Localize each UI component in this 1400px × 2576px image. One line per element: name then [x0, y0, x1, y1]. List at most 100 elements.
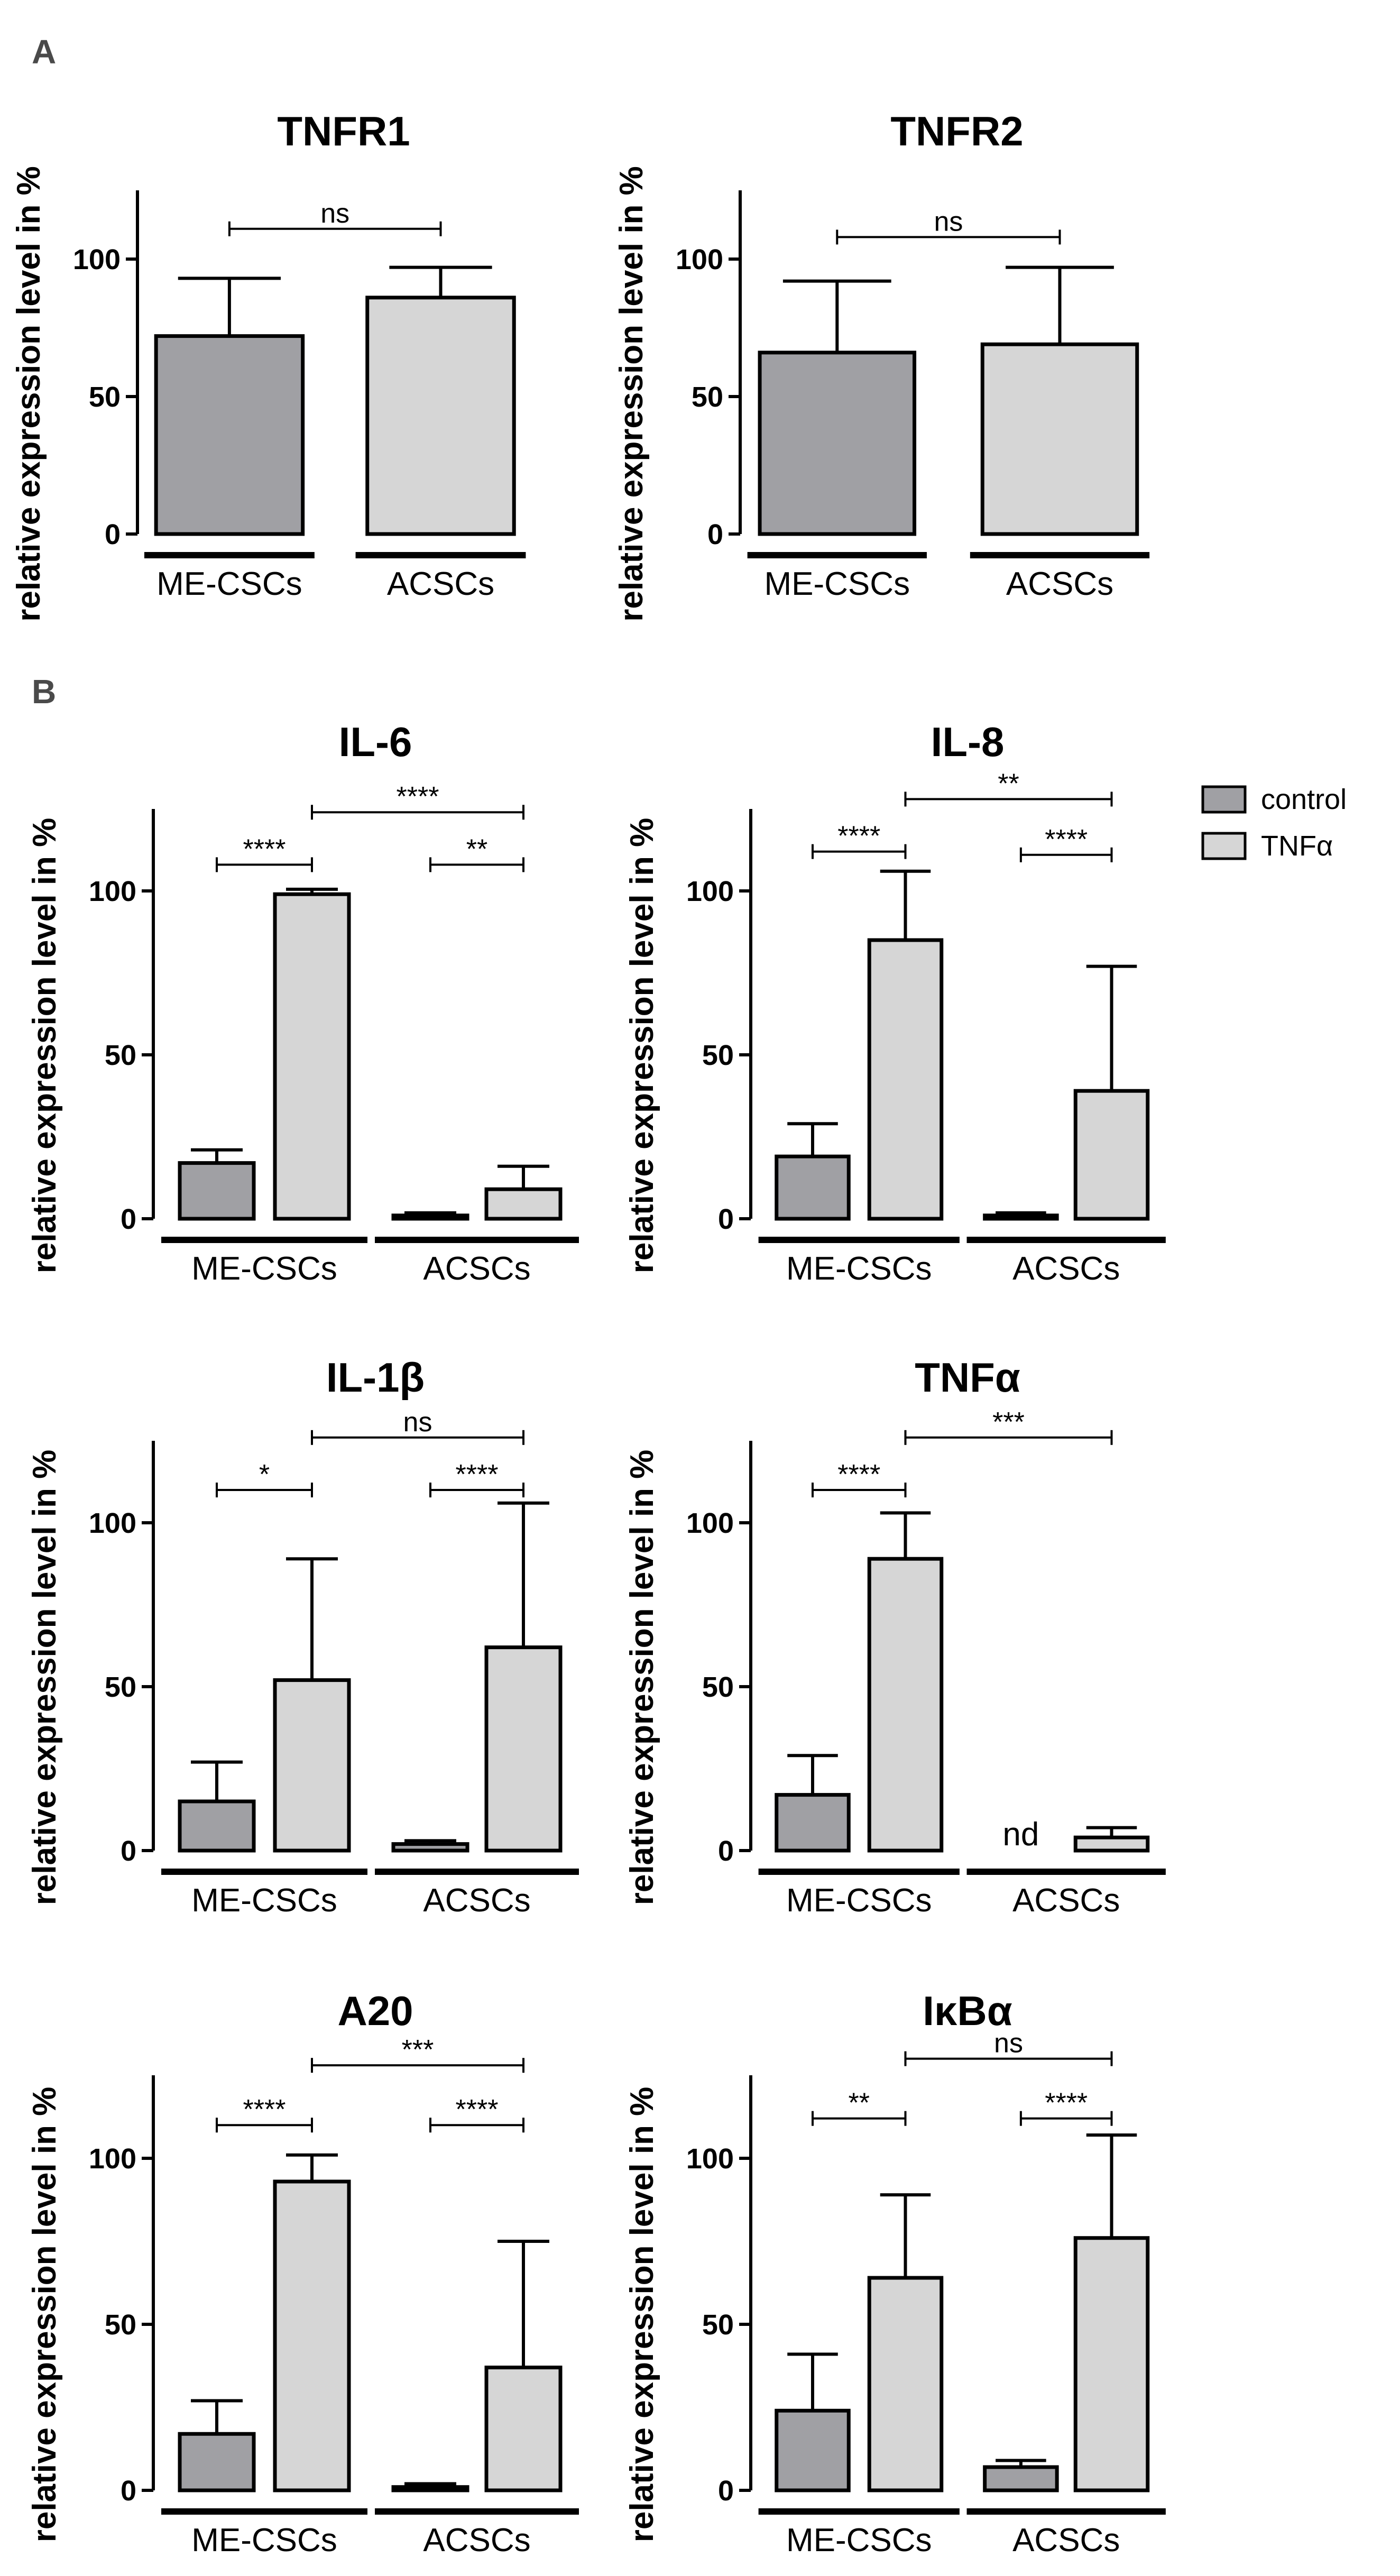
y-tick-label: 0 [707, 519, 723, 550]
significance-bracket: **** [812, 1459, 907, 1497]
bar-me-cscs-control [154, 334, 305, 536]
chart-title: IL-8 [931, 719, 1005, 765]
y-axis-label: relative expression level in % [26, 818, 63, 1274]
y-axis-label: relative expression level in % [11, 166, 47, 622]
significance-bracket: *** [904, 1407, 1113, 1445]
chart-title: A20 [337, 1988, 413, 2034]
y-tick-label: 100 [686, 1507, 734, 1539]
group-label-acscs: ACSCs [1012, 1250, 1120, 1287]
y-tick-label: 100 [89, 1507, 136, 1539]
not-detected-label: nd [1002, 1816, 1039, 1853]
bar-me-cscs-tnf [273, 2179, 351, 2492]
chart-title: IL-1β [326, 1354, 425, 1401]
bar-me-cscs-tnf [273, 892, 351, 1221]
y-tick-label: 0 [105, 519, 121, 550]
bar-acscs-treated [365, 296, 516, 536]
chart-title: IκBα [923, 1988, 1012, 2034]
y-tick-label: 50 [702, 2309, 734, 2341]
significance-label: **** [243, 834, 286, 864]
bar-acscs-tnf [1073, 1835, 1150, 1853]
panel-letter-a: A [32, 33, 56, 71]
bar-acscs-control [391, 1213, 469, 1221]
group-label-acscs: ACSCs [423, 1882, 530, 1919]
significance-bracket: ** [904, 768, 1113, 807]
bar-acscs-control [983, 2465, 1059, 2492]
significance-label: ns [994, 2028, 1023, 2059]
group-label-me-cscs: ME-CSCs [786, 1250, 932, 1287]
significance-label: ** [466, 834, 487, 864]
bar-acscs-treated [980, 342, 1139, 536]
significance-label: **** [456, 2094, 499, 2125]
significance-label: **** [243, 2094, 286, 2125]
y-tick-label: 50 [692, 381, 723, 413]
bar-me-cscs-tnf [273, 1678, 351, 1853]
legend-label-tnfa: TNFα [1261, 830, 1333, 862]
y-tick-label: 100 [676, 244, 723, 275]
bar-acscs-tnf [484, 2366, 563, 2492]
significance-bracket: **** [311, 781, 524, 820]
legend-swatch-tnfa [1201, 832, 1247, 860]
group-label-acscs: ACSCs [1012, 2522, 1120, 2559]
y-tick-label: 50 [89, 381, 121, 413]
bar-me-cscs-control [758, 351, 917, 536]
significance-label: *** [992, 1407, 1025, 1438]
y-axis-label: relative expression level in % [26, 2087, 63, 2543]
chart-i-b: IκBα relative expression level in % 0 50 100… [624, 1988, 1166, 2559]
chart-title: IL-6 [339, 719, 412, 765]
significance-label: **** [1045, 824, 1088, 855]
significance-label: **** [1045, 2088, 1088, 2119]
y-tick-label: 100 [686, 876, 734, 907]
significance-bracket: * [216, 1459, 313, 1497]
y-tick-label: 50 [702, 1671, 734, 1703]
group-label-me-cscs: ME-CSCs [191, 1882, 337, 1919]
chart-tnfr1: TNFR1 relative expression level in % 0 50 10… [11, 108, 526, 622]
bar-acscs-tnf [484, 1645, 563, 1853]
bar-me-cscs-control [775, 2408, 851, 2492]
y-tick-label: 50 [105, 2309, 136, 2341]
y-axis-label: relative expression level in % [613, 166, 650, 622]
significance-bracket: ** [812, 2088, 907, 2126]
y-tick-label: 0 [121, 1835, 136, 1867]
significance-bracket: **** [429, 2094, 524, 2133]
significance-label: **** [837, 1459, 880, 1490]
bar-me-cscs-control [775, 1793, 851, 1853]
y-tick-label: 100 [89, 876, 136, 907]
y-tick-label: 0 [121, 2475, 136, 2507]
group-label-me-cscs: ME-CSCs [191, 2522, 337, 2559]
significance-bracket: **** [216, 834, 313, 872]
chart-title: TNFR1 [277, 108, 410, 154]
significance-bracket: ns [904, 2028, 1113, 2066]
bar-acscs-control [983, 1213, 1059, 1221]
y-tick-label: 50 [105, 1039, 136, 1071]
bar-acscs-control [391, 2485, 469, 2492]
bar-me-cscs-tnf [867, 938, 944, 1221]
bar-acscs-tnf [1073, 1089, 1150, 1221]
significance-label: **** [397, 781, 439, 812]
significance-label: ns [403, 1407, 432, 1438]
bar-me-cscs-tnf [867, 2276, 944, 2492]
significance-bracket: **** [1019, 2088, 1113, 2126]
significance-bracket: *** [311, 2035, 524, 2073]
group-label-me-cscs: ME-CSCs [786, 2522, 932, 2559]
significance-bracket: ns [836, 206, 1061, 245]
bar-me-cscs-control [178, 2432, 256, 2492]
chart-il-6: IL-6 relative expression level in % 0 50 100… [26, 719, 579, 1287]
significance-label: **** [837, 821, 880, 852]
bar-me-cscs-control [178, 1161, 256, 1221]
chart-tnfr2: TNFR2 relative expression level in % 0 50 10… [613, 108, 1150, 622]
y-tick-label: 50 [105, 1671, 136, 1703]
significance-bracket: ** [429, 834, 524, 872]
significance-bracket: ns [311, 1407, 524, 1445]
significance-label: ns [934, 206, 963, 237]
significance-label: *** [402, 2035, 434, 2065]
chart-title: TNFR2 [890, 108, 1023, 154]
panel-letter-b: B [32, 673, 56, 711]
group-label-acscs: ACSCs [1012, 1882, 1120, 1919]
legend-swatch-control [1201, 785, 1247, 814]
significance-bracket: **** [216, 2094, 313, 2133]
chart-title: TNFα [915, 1354, 1020, 1401]
chart-a20: A20 relative expression level in % 0 50 100 M… [26, 1988, 579, 2559]
group-label-me-cscs: ME-CSCs [156, 566, 302, 602]
significance-bracket: **** [812, 821, 907, 859]
